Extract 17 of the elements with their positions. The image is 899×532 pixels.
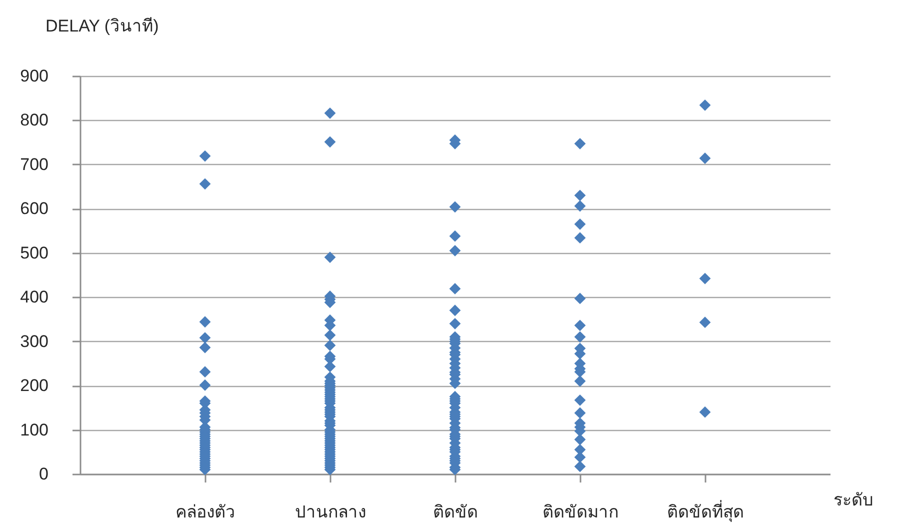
x-tick-label: ปานกลาง	[295, 502, 366, 522]
x-tick-label: ติดขัด	[433, 502, 478, 522]
y-tick-label: 500	[20, 243, 48, 262]
x-tick-label: คล่องตัว	[176, 502, 236, 522]
y-tick-label: 200	[20, 376, 48, 396]
y-tick-label: 0	[39, 464, 48, 484]
x-tick-label: ติดขัดมาก	[542, 502, 618, 522]
x-axis-title: ระดับ	[834, 490, 874, 510]
y-tick-label: 300	[20, 332, 48, 351]
x-tick-label: ติดขัดที่สุด	[667, 500, 744, 522]
y-tick-label: 600	[20, 199, 48, 218]
y-axis-title: DELAY (วินาที)	[46, 16, 159, 36]
y-tick-label: 100	[20, 420, 48, 440]
y-tick-label: 700	[20, 154, 48, 174]
y-tick-label: 800	[20, 110, 48, 130]
y-tick-label: 400	[20, 288, 48, 307]
y-tick-label: 900	[20, 66, 48, 86]
